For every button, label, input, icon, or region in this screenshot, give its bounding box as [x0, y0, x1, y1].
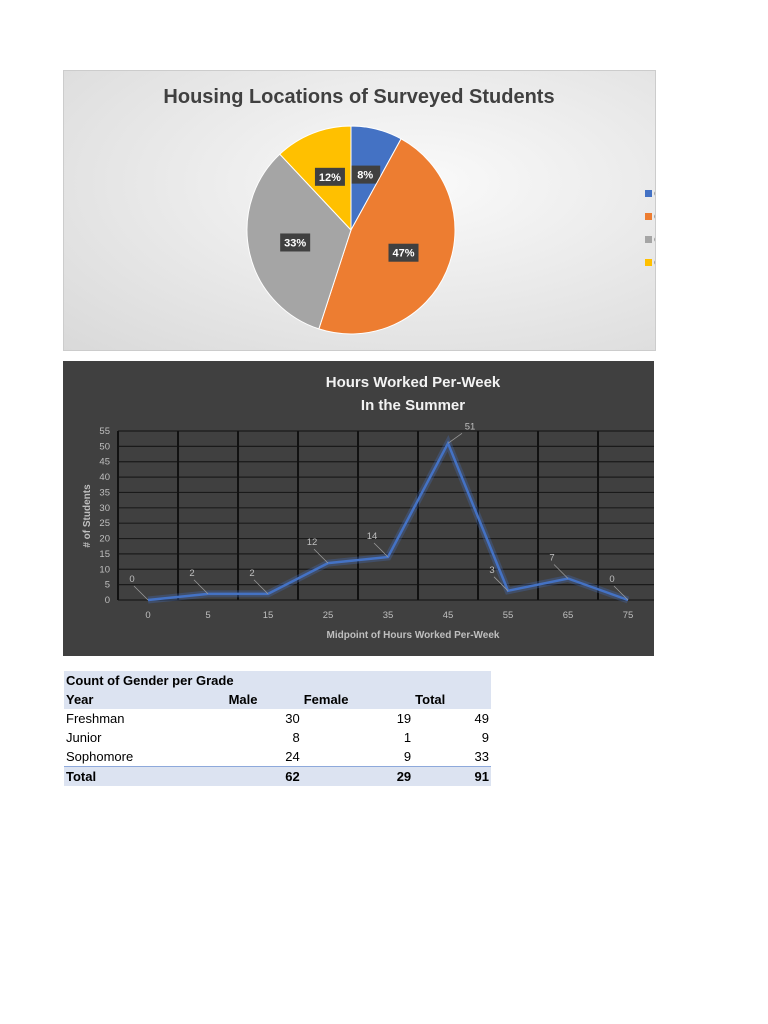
data-label: 7: [549, 552, 554, 563]
leader-line: [313, 548, 329, 564]
y-tick-label: 20: [99, 534, 110, 545]
pie-title: Housing Locations of Surveyed Students: [163, 86, 554, 108]
leader-line: [447, 432, 463, 444]
header-male: Male: [226, 690, 302, 709]
cell: Junior: [66, 730, 102, 745]
x-tick-label: 15: [263, 610, 274, 621]
x-tick-label: 45: [443, 610, 454, 621]
y-tick-label: 45: [99, 457, 110, 468]
data-label: 33%: [284, 237, 306, 249]
gender-grade-table: Count of Gender per Grade Year Male Fema…: [64, 671, 491, 786]
cell: Sophomore: [66, 749, 134, 764]
cell: 33: [474, 749, 489, 764]
data-label: 8%: [357, 170, 373, 182]
x-tick-label: 65: [563, 610, 574, 621]
x-tick-label: 5: [205, 610, 210, 621]
line-title-1: Hours Worked Per-Week: [326, 374, 501, 391]
y-tick-label: 35: [99, 487, 110, 498]
pie-chart: Housing Locations of Surveyed Students 8…: [63, 70, 656, 351]
legend-label: C: [654, 212, 655, 223]
table-row: Junior 8 1 9: [64, 728, 491, 747]
y-tick-label: 5: [105, 580, 110, 591]
y-tick-label: 0: [105, 595, 110, 606]
y-tick-label: 40: [99, 472, 110, 483]
data-label: 12%: [319, 172, 341, 184]
data-label: 0: [129, 574, 134, 585]
x-tick-label: 25: [323, 610, 334, 621]
cell: 19: [396, 711, 412, 726]
cell: 9: [403, 749, 412, 764]
leader-line: [553, 564, 569, 579]
pie-slice: [318, 138, 456, 335]
line-title-2: In the Summer: [361, 397, 465, 414]
data-label: 2: [249, 568, 254, 579]
leader-line: [193, 579, 209, 595]
legend-marker: [645, 259, 652, 266]
data-label: 2: [189, 568, 194, 579]
total-row: Total 62 29 91: [64, 766, 491, 786]
y-tick-label: 50: [99, 441, 110, 452]
data-label: 3: [489, 565, 494, 576]
legend-label: C: [654, 258, 655, 269]
x-tick-label: 0: [145, 610, 150, 621]
series-line: [147, 440, 629, 602]
data-label-box: [388, 243, 419, 262]
cell: Freshman: [66, 711, 125, 726]
leader-line: [613, 585, 629, 601]
cell: 29: [301, 766, 414, 786]
table-row: Sophomore 24 9 33: [64, 747, 491, 767]
data-label: 12: [307, 537, 318, 548]
x-tick-label: 35: [383, 610, 394, 621]
y-tick-label: 15: [99, 549, 110, 560]
legend-label: C: [654, 235, 655, 246]
cell: 9: [481, 730, 489, 745]
data-label-box: [280, 233, 311, 252]
header-female: Female: [301, 690, 414, 709]
line-svg: Hours Worked Per-Week In the Summer Midp…: [82, 374, 654, 641]
table-row: Freshman 30 19 49: [64, 709, 491, 728]
data-label: 51: [465, 421, 476, 432]
y-axis-label: # of Students: [82, 484, 93, 548]
cell: 1: [403, 730, 412, 745]
data-label: 14: [367, 531, 378, 542]
leader-line: [493, 576, 509, 592]
data-label: 0: [609, 574, 614, 585]
line-chart: Hours Worked Per-Week In the Summer Midp…: [63, 361, 654, 656]
y-tick-label: 10: [99, 564, 110, 575]
header-year: Year: [64, 690, 227, 709]
cell: Total: [64, 766, 227, 786]
y-tick-label: 55: [99, 426, 110, 437]
leader-line: [373, 542, 389, 558]
cell: 62: [226, 766, 302, 786]
legend-label: C: [654, 189, 655, 200]
data-label-box: [350, 165, 381, 184]
cell: 8: [292, 730, 300, 745]
cell: 91: [413, 766, 491, 786]
legend-marker: [645, 190, 652, 197]
series-glow: [147, 435, 630, 604]
y-tick-label: 30: [99, 503, 110, 514]
leader-line: [253, 579, 269, 595]
data-label: 47%: [392, 248, 414, 260]
legend-marker: [645, 236, 652, 243]
data-label-box: [314, 167, 345, 186]
x-axis-label: Midpoint of Hours Worked Per-Week: [327, 630, 500, 641]
pie-svg: Housing Locations of Surveyed Students 8…: [163, 86, 655, 335]
legend-marker: [645, 213, 652, 220]
x-tick-label: 75: [623, 610, 634, 621]
x-tick-label: 55: [503, 610, 514, 621]
header-total: Total: [413, 690, 491, 709]
y-tick-label: 25: [99, 518, 110, 529]
table-title: Count of Gender per Grade: [64, 671, 491, 690]
cell: 30: [285, 711, 300, 726]
leader-line: [133, 585, 149, 601]
cell: 24: [285, 749, 300, 764]
cell: 49: [474, 711, 489, 726]
